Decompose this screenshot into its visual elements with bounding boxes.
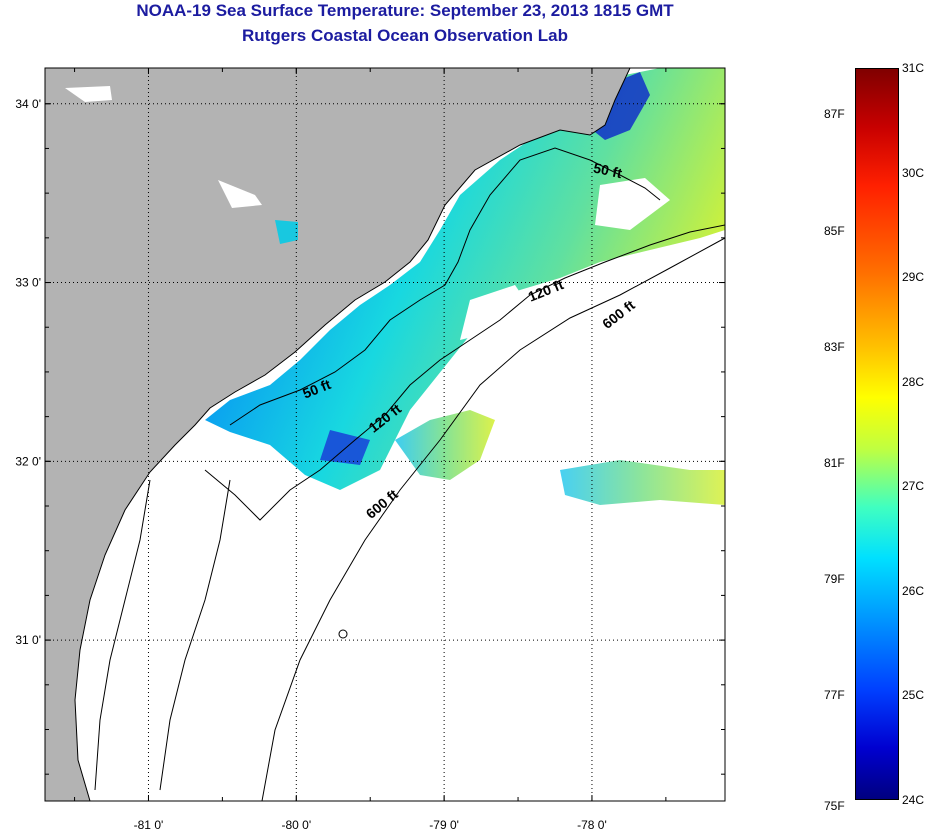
contour-120ft-south — [94, 479, 151, 791]
celsius-label: 30C — [902, 165, 925, 180]
sst-offshore-patch-east — [560, 460, 725, 505]
seamount-contour — [338, 629, 348, 639]
contour-600ft — [261, 237, 725, 801]
lon-tick-label: -79 0' — [429, 818, 459, 832]
contour-50ft — [229, 147, 661, 426]
lat-lon-grid — [45, 68, 725, 801]
sst-white-gap-2 — [460, 285, 525, 340]
inland-lake-sst — [275, 220, 298, 244]
sst-nearshore-swath — [205, 68, 725, 490]
sst-offshore-patch — [395, 410, 495, 480]
lat-tick-label: 34 0' — [15, 97, 41, 111]
contour-120ft — [204, 224, 725, 521]
lon-tick-label: -81 0' — [134, 818, 164, 832]
fahrenheit-label: 83F — [824, 339, 845, 354]
lat-tick-label: 31 0' — [15, 633, 41, 647]
celsius-label: 26C — [902, 583, 925, 598]
fahrenheit-label: 87F — [824, 107, 845, 122]
lon-tick-label: -78 0' — [577, 818, 607, 832]
lon-tick-label: -80 0' — [281, 818, 311, 832]
lat-tick-label: 33 0' — [15, 276, 41, 290]
lat-tick-label: 32 0' — [15, 454, 41, 468]
temperature-colorbar — [855, 68, 899, 800]
map-subtitle: Rutgers Coastal Ocean Observation Lab — [242, 26, 568, 45]
celsius-label: 25C — [902, 688, 925, 703]
celsius-label: 28C — [902, 374, 925, 389]
contour-label: 50 ft — [592, 160, 624, 182]
fahrenheit-label: 85F — [824, 223, 845, 238]
celsius-label: 29C — [902, 270, 925, 285]
contour-120ft-inner — [159, 479, 231, 791]
celsius-label: 24C — [902, 793, 925, 807]
celsius-label: 31C — [902, 61, 925, 75]
fahrenheit-label: 75F — [824, 799, 845, 813]
axis-ticks: -81 0' -80 0' -79 0' -78 0' 34 0' 33 0' 32 0' 3… — [15, 68, 725, 832]
land-mass — [45, 68, 631, 801]
sst-cold-patch — [320, 430, 370, 465]
map-plot-area — [45, 68, 725, 801]
inland-lake — [65, 86, 112, 102]
sst-white-gap — [595, 178, 670, 230]
inland-lake — [218, 180, 262, 208]
fahrenheit-label: 79F — [824, 572, 845, 587]
map-frame — [44, 67, 726, 802]
fahrenheit-label: 81F — [824, 456, 845, 471]
map-title: NOAA-19 Sea Surface Temperature: Septemb… — [136, 1, 674, 20]
fahrenheit-label: 77F — [824, 688, 845, 703]
celsius-label: 27C — [902, 479, 925, 494]
